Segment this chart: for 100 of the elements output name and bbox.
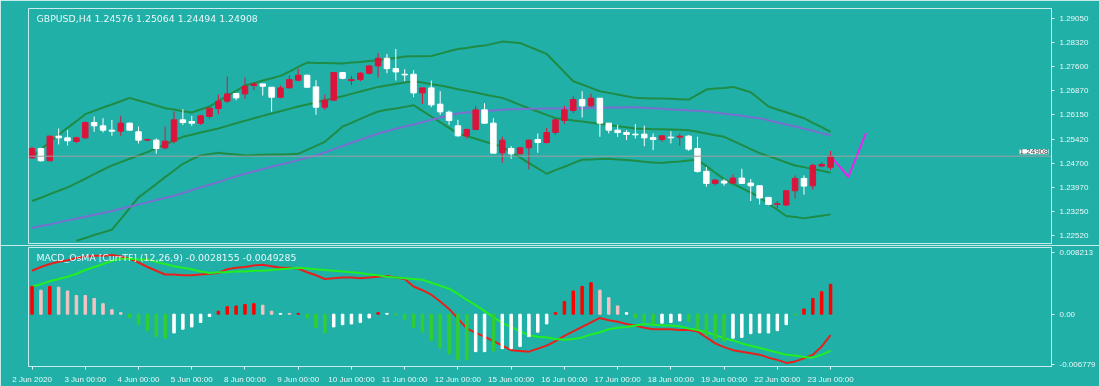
bar <box>331 313 336 328</box>
candlestick <box>641 125 648 147</box>
x-tick-label: 22 Jun 00:00 <box>754 374 802 384</box>
bar <box>500 313 505 350</box>
y-tick-label: 1.28320 <box>1059 38 1089 48</box>
bar <box>190 313 194 328</box>
y-tick-label: 0.008213 <box>1059 248 1094 258</box>
bar <box>305 313 309 319</box>
bar <box>784 313 788 326</box>
y-tick-label: 1.26870 <box>1059 86 1089 96</box>
candlestick <box>649 132 657 151</box>
bar <box>172 313 176 334</box>
bar <box>704 313 709 336</box>
x-tick-label: 18 Jun 00:00 <box>647 374 695 384</box>
bar <box>731 313 735 339</box>
bar <box>580 285 584 315</box>
y-tick-label: 1.23970 <box>1059 182 1089 192</box>
candlestick <box>499 136 506 164</box>
bar <box>402 313 407 320</box>
bar <box>438 313 442 349</box>
candlestick <box>108 119 116 137</box>
candlestick <box>170 111 178 144</box>
bar <box>48 285 52 315</box>
bar <box>243 303 247 315</box>
candlestick <box>223 76 231 104</box>
bar <box>775 313 780 332</box>
y-tick-label: 0.00 <box>1059 309 1076 319</box>
bar <box>686 313 691 323</box>
candlestick <box>374 52 382 79</box>
x-tick-label: 12 Jun 00:00 <box>434 374 482 384</box>
bar <box>154 313 159 338</box>
bar <box>518 313 522 347</box>
candlestick <box>410 69 417 98</box>
bar <box>802 308 806 315</box>
y-tick-label: 1.23250 <box>1059 206 1089 216</box>
candlestick <box>756 185 763 205</box>
x-tick-label: 8 Jun 00:00 <box>224 374 267 384</box>
bar <box>269 310 274 315</box>
candlestick <box>525 138 533 170</box>
bar <box>225 306 229 315</box>
bar <box>349 313 354 325</box>
candlestick <box>250 81 258 91</box>
bar <box>740 313 744 338</box>
candlestick <box>428 80 435 108</box>
candlestick <box>215 94 222 115</box>
bar <box>30 285 34 315</box>
candlestick <box>827 150 834 171</box>
candlestick <box>791 174 799 199</box>
bar <box>56 286 61 315</box>
y-tick-label: -0.006779 <box>1059 360 1097 370</box>
bar <box>607 297 611 315</box>
candlestick <box>800 174 808 196</box>
bar <box>660 313 664 324</box>
candlestick <box>117 115 125 137</box>
text: GBPUSD,H4 1.24576 1.25064 1.24494 1.24908 <box>36 12 258 24</box>
ref-line-label: 1.24908 <box>1019 147 1050 157</box>
bar <box>39 289 43 315</box>
bar <box>252 303 256 315</box>
x-tick-label: 23 Jun 00:00 <box>807 374 855 384</box>
bar <box>207 313 212 317</box>
bar <box>163 313 167 339</box>
bar <box>234 305 238 315</box>
candlestick <box>747 178 754 202</box>
bar <box>642 313 646 323</box>
bar <box>598 289 602 315</box>
x-tick-label: 17 Jun 00:00 <box>594 374 642 384</box>
bar <box>429 313 434 341</box>
y-tick-label: 1.24700 <box>1059 158 1089 168</box>
bar <box>181 313 185 330</box>
bar <box>713 313 717 340</box>
bar <box>669 313 673 323</box>
bar <box>358 313 363 323</box>
bar <box>456 313 460 361</box>
y-tick-label: 1.29050 <box>1059 13 1089 23</box>
candlestick <box>241 77 249 100</box>
candlestick <box>694 136 701 174</box>
bar <box>527 313 531 338</box>
x-tick-label: 15 Jun 00:00 <box>488 374 535 384</box>
x-tick-label: 2 Jun 2020 <box>12 374 53 384</box>
bar <box>571 290 576 315</box>
bar <box>260 304 265 315</box>
bar <box>367 313 371 319</box>
x-tick-label: 4 Jun 00:00 <box>117 374 160 384</box>
candlestick <box>534 132 542 154</box>
candlestick <box>383 53 391 74</box>
y-tick-label: 1.26150 <box>1059 110 1089 120</box>
candlestick <box>99 117 107 133</box>
bar <box>83 294 88 315</box>
bar <box>447 313 451 355</box>
x-tick-label: 3 Jun 00:00 <box>64 374 107 384</box>
bar <box>465 313 469 361</box>
bar <box>314 313 318 329</box>
candlestick <box>676 132 683 147</box>
bar <box>748 313 753 335</box>
bar <box>101 303 105 315</box>
x-tick-label: 9 Jun 00:00 <box>277 374 320 384</box>
bar <box>633 313 638 319</box>
candlestick <box>179 108 187 126</box>
bar <box>198 313 203 323</box>
bar <box>65 290 70 315</box>
